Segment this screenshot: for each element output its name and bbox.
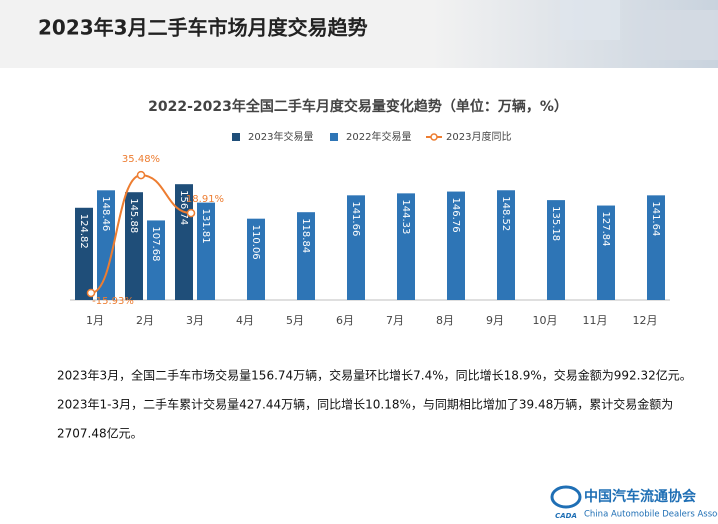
bar xyxy=(647,195,665,300)
bar-value-label: 135.18 xyxy=(550,206,561,241)
bar-value-label: 148.46 xyxy=(100,196,111,231)
line-marker xyxy=(186,208,196,218)
bar-value-label: 141.64 xyxy=(650,201,661,236)
bar-value-label: 118.84 xyxy=(300,218,311,253)
bar xyxy=(125,192,143,300)
line-value-label: 35.48% xyxy=(122,154,160,165)
logo-mark: CADA xyxy=(555,512,577,520)
bar-value-label: 145.88 xyxy=(128,198,139,233)
header-decor xyxy=(560,0,620,40)
line-marker xyxy=(86,288,96,298)
paragraph-line: 2023年3月，全国二手车市场交易量156.74万辆，交易量环比增长7.4%，同… xyxy=(57,368,692,383)
x-tick-label: 1月 xyxy=(86,314,104,327)
legend-swatch xyxy=(330,133,338,141)
bar xyxy=(247,218,265,300)
x-tick-label: 2月 xyxy=(136,314,154,327)
bar-value-label: 141.66 xyxy=(350,201,361,236)
legend-label: 2023年交易量 xyxy=(248,130,313,143)
x-tick-label: 10月 xyxy=(533,314,558,327)
bar xyxy=(297,212,315,300)
x-tick-label: 6月 xyxy=(336,314,354,327)
bar-value-label: 124.82 xyxy=(78,214,89,249)
bar-value-label: 131.81 xyxy=(200,209,211,244)
x-tick-label: 9月 xyxy=(486,314,504,327)
bar xyxy=(547,200,565,300)
x-tick-label: 8月 xyxy=(436,314,454,327)
x-tick-label: 12月 xyxy=(633,314,658,327)
logo-name: 中国汽车流通协会 xyxy=(584,488,697,505)
legend-swatch xyxy=(232,133,240,141)
page-title: 2023年3月二手车市场月度交易趋势 xyxy=(38,16,368,40)
bar-value-label: 146.76 xyxy=(450,198,461,233)
header-decor xyxy=(640,10,718,60)
x-tick-label: 7月 xyxy=(386,314,404,327)
bar-value-label: 144.33 xyxy=(400,199,411,234)
logo-english: China Automobile Dealers Association xyxy=(584,510,718,520)
bar xyxy=(347,195,365,300)
bar xyxy=(497,190,515,300)
legend-label: 2022年交易量 xyxy=(346,130,411,143)
paragraph-line: 2023年1-3月，二手车累计交易量427.44万辆，同比增长10.18%，与同… xyxy=(57,397,673,412)
bar xyxy=(197,202,215,300)
line-value-label: 18.91% xyxy=(186,194,224,205)
bar-value-label: 156.74 xyxy=(178,190,189,225)
bar xyxy=(97,190,115,300)
line-value-label: -15.93% xyxy=(92,296,134,307)
bar-value-label: 148.52 xyxy=(500,196,511,231)
logo-icon xyxy=(550,485,582,509)
bar xyxy=(397,193,415,300)
bar-value-label: 127.84 xyxy=(600,212,611,247)
paragraph-line: 2707.48亿元。 xyxy=(57,426,143,441)
x-tick-label: 11月 xyxy=(583,314,608,327)
bar xyxy=(75,207,93,300)
line-marker xyxy=(136,170,146,180)
bar-value-label: 110.06 xyxy=(250,225,261,260)
legend-label: 2023月度同比 xyxy=(446,130,511,143)
bar xyxy=(447,191,465,300)
legend-marker xyxy=(430,133,438,141)
bar-value-label: 107.68 xyxy=(150,226,161,261)
bar xyxy=(147,220,165,300)
x-tick-label: 4月 xyxy=(236,314,254,327)
x-tick-label: 5月 xyxy=(286,314,304,327)
bar xyxy=(597,205,615,300)
x-tick-label: 3月 xyxy=(186,314,204,327)
chart-title: 2022-2023年全国二手车月度交易量变化趋势（单位：万辆，%） xyxy=(148,98,568,115)
